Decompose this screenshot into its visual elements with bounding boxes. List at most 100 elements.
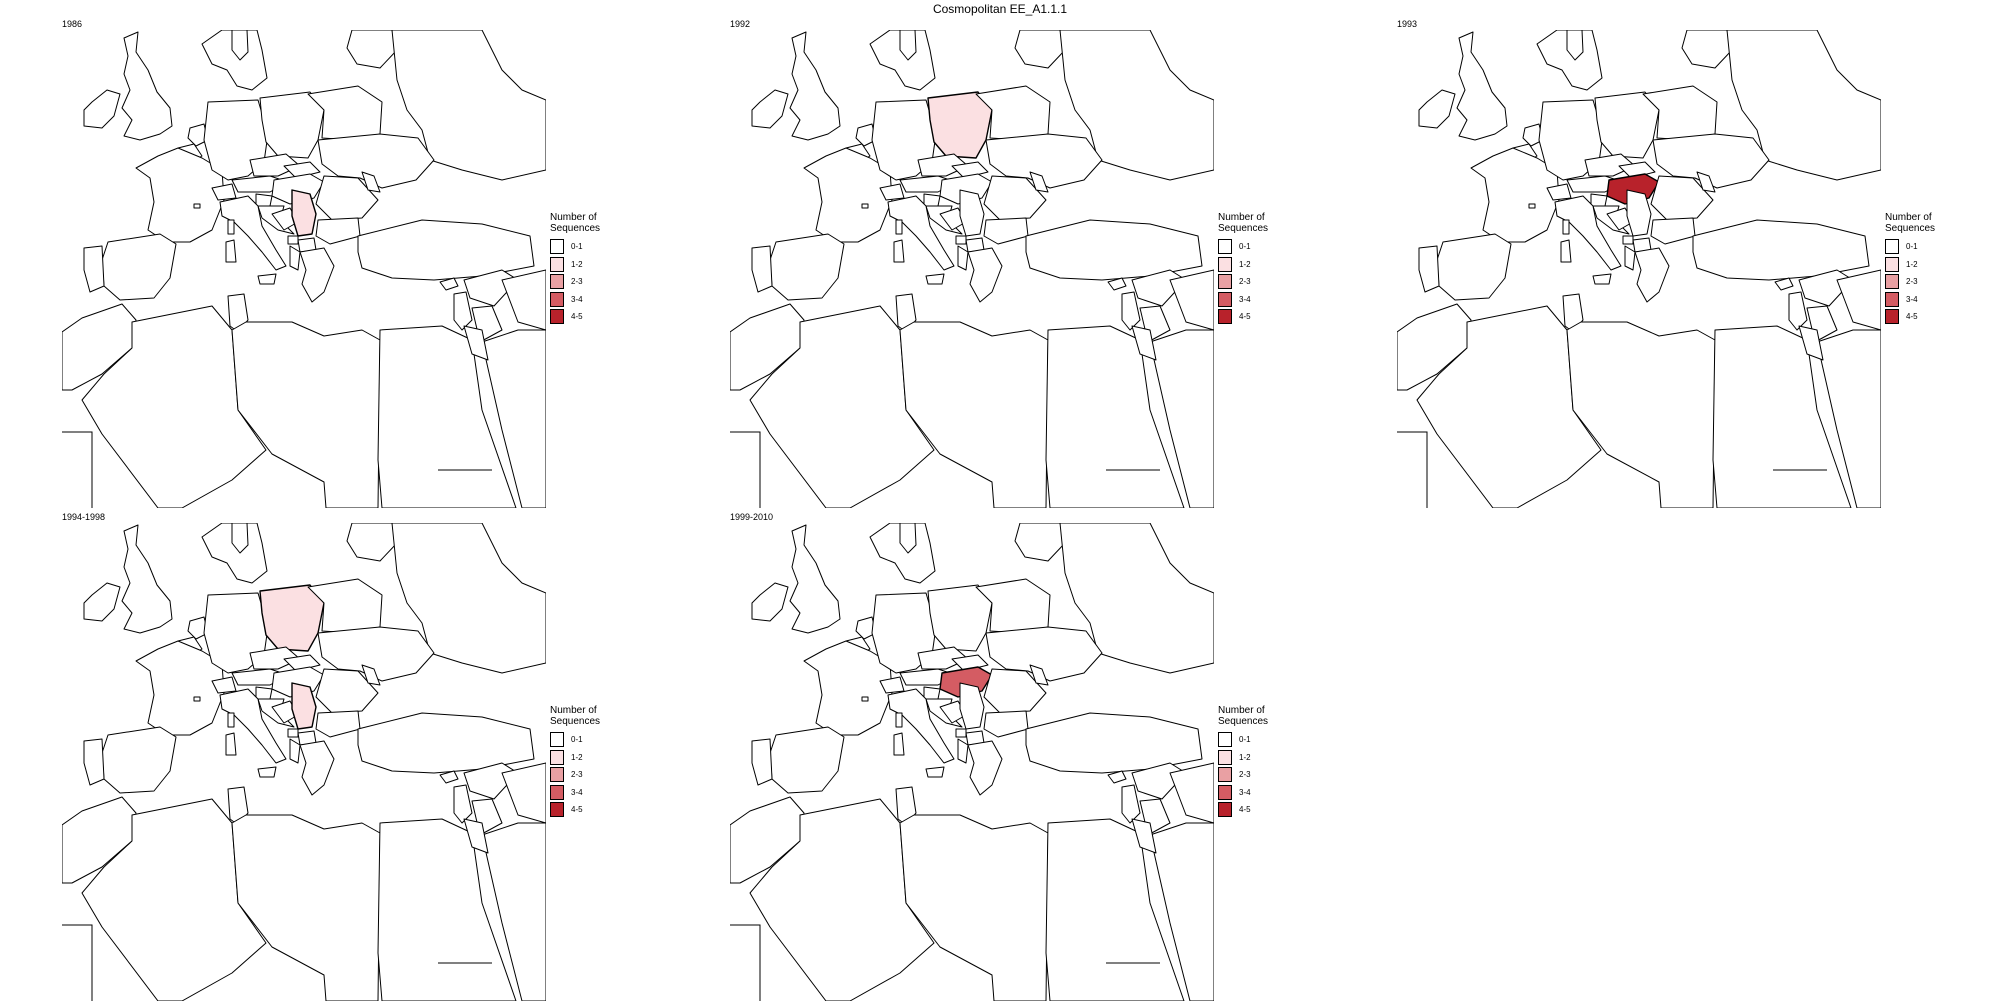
legend-item: 3-4 <box>1218 784 1268 802</box>
country-morocco <box>62 303 137 391</box>
country-sicily <box>257 273 277 285</box>
legend-label: 3-4 <box>571 787 583 797</box>
country-netherlands <box>1522 123 1544 147</box>
country-portugal <box>1418 245 1440 293</box>
map-panel-1992: 1992 Number of Sequences 0-1 1-2 2-3 3-4 4-5 <box>668 0 1269 508</box>
country-spain <box>769 726 845 794</box>
country-baltics <box>346 30 398 69</box>
country-saudi <box>481 329 546 508</box>
country-iraq <box>1836 269 1881 331</box>
map-svg <box>62 30 546 508</box>
country-sinai-gulf <box>1131 325 1157 361</box>
legend-swatch <box>1218 749 1232 765</box>
country-russia <box>391 30 546 181</box>
legend-title-line1: Number of <box>550 705 597 716</box>
country-saudi <box>481 822 546 1001</box>
country-corsica <box>1562 219 1570 235</box>
legend-swatch <box>550 749 564 765</box>
legend-item: 4-5 <box>1218 801 1268 819</box>
country-lebanon-israel <box>453 784 473 824</box>
country-lake <box>193 203 201 209</box>
legend-item: 0-1 <box>1218 238 1268 256</box>
country-ukraine <box>985 133 1103 189</box>
legend-swatch <box>1218 256 1232 272</box>
legend-item: 4-5 <box>550 801 600 819</box>
legend-label: 1-2 <box>1239 259 1251 269</box>
legend-label: 2-3 <box>1239 770 1251 780</box>
legend-title-line2: Sequences <box>1218 716 1269 727</box>
country-spain <box>101 233 177 301</box>
legend-item: 1-2 <box>550 256 600 274</box>
legend-swatch <box>1218 732 1232 748</box>
country-montenegro <box>287 235 299 245</box>
country-greece <box>967 740 1003 796</box>
country-libya <box>231 814 381 1001</box>
country-ukraine <box>1652 133 1770 189</box>
country-montenegro <box>955 728 967 738</box>
legend-item: 2-3 <box>1218 766 1268 784</box>
country-romania <box>315 668 379 714</box>
country-serbia <box>959 682 985 730</box>
country-cyprus <box>1107 277 1127 291</box>
country-montenegro <box>287 728 299 738</box>
legend-label: 1-2 <box>1906 259 1918 269</box>
country-morocco <box>1397 303 1472 391</box>
legend-title: Number of Sequences <box>1218 705 1268 727</box>
country-portugal <box>751 245 773 293</box>
country-switzerland <box>211 676 237 694</box>
legend-title-line2: Sequences <box>1885 223 1936 234</box>
legend-item: 2-3 <box>1218 273 1268 291</box>
country-moldova <box>361 664 381 686</box>
country-poland <box>927 91 993 159</box>
country-ireland <box>751 89 789 129</box>
country-greece <box>299 740 335 796</box>
legend-title-line2: Sequences <box>1218 223 1269 234</box>
country-poland <box>259 91 325 159</box>
country-egypt <box>377 325 517 508</box>
country-slovenia <box>923 686 941 700</box>
country-greece <box>299 247 335 303</box>
legend-swatch <box>550 784 564 800</box>
country-denmark <box>231 30 249 61</box>
legend-label: 4-5 <box>571 805 583 815</box>
legend-item: 0-1 <box>550 731 600 749</box>
country-egypt <box>1712 325 1852 508</box>
country-france <box>135 147 225 243</box>
legend-swatch <box>550 309 564 325</box>
country-baltics <box>346 523 398 562</box>
legend-item: 3-4 <box>550 784 600 802</box>
legend-title-line1: Number of <box>1218 212 1265 223</box>
legend-label: 2-3 <box>571 770 583 780</box>
country-montenegro <box>1622 235 1634 245</box>
panel-title: 1993 <box>1397 19 1418 29</box>
legend-item: 3-4 <box>1218 291 1268 309</box>
country-ukraine <box>317 133 435 189</box>
legend-label: 0-1 <box>571 735 583 745</box>
country-portugal <box>83 245 105 293</box>
legend-item: 2-3 <box>550 273 600 291</box>
legend-swatch <box>550 767 564 783</box>
country-egypt <box>377 818 517 1001</box>
country-spain <box>1436 233 1512 301</box>
country-russia <box>1059 30 1214 181</box>
country-great-britain <box>789 31 841 141</box>
country-lake <box>861 696 869 702</box>
legend-title: Number of Sequences <box>550 705 600 727</box>
map-svg <box>1397 30 1881 508</box>
legend-item: 3-4 <box>550 291 600 309</box>
country-turkey <box>1692 219 1870 281</box>
country-lebanon-israel <box>1788 291 1808 331</box>
legend-swatch <box>1218 309 1232 325</box>
country-sinai-gulf <box>463 818 489 854</box>
country-saudi <box>1816 329 1881 508</box>
legend-label: 4-5 <box>1239 805 1251 815</box>
legend-label: 4-5 <box>571 312 583 322</box>
legend-item: 0-1 <box>1218 731 1268 749</box>
country-france <box>803 147 893 243</box>
country-norway-sweden <box>201 523 268 584</box>
country-cyprus <box>439 277 459 291</box>
country-switzerland <box>879 183 905 201</box>
country-ireland <box>751 582 789 622</box>
legend-item: 0-1 <box>1885 238 1935 256</box>
legend-swatch <box>1218 784 1232 800</box>
